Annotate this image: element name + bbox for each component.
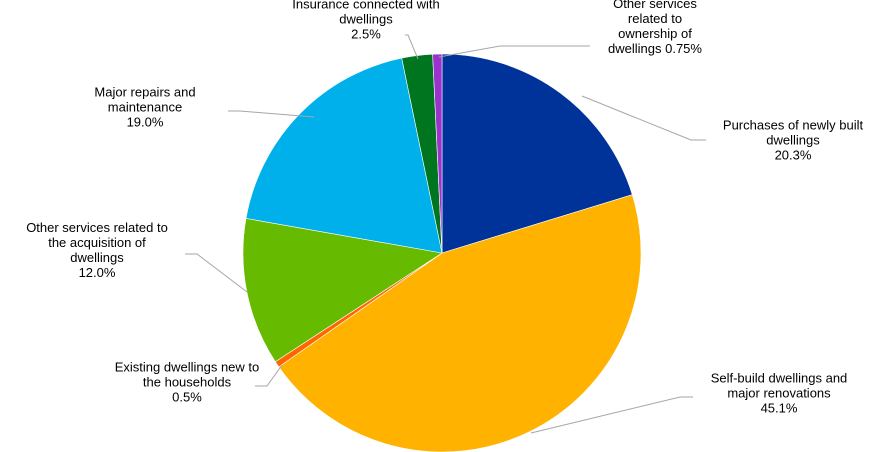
slice-label-line: maintenance xyxy=(108,100,182,115)
pie-slice-4 xyxy=(245,57,443,254)
slice-label-5: Insurance connected with dwellings 2.5% xyxy=(292,0,439,42)
leader-line-1 xyxy=(530,396,693,434)
slice-label-line: the acquisition of xyxy=(48,235,146,250)
slice-label-line: Existing dwellings new to xyxy=(115,360,260,375)
slice-label-line: Other services xyxy=(613,0,697,11)
slice-label-line: major renovations xyxy=(727,386,831,401)
pie-slices xyxy=(242,53,642,452)
slice-label-line: 12.0% xyxy=(79,265,116,280)
slice-label-line: dwellings xyxy=(339,12,393,27)
slice-label-line: dwellings xyxy=(766,133,820,148)
pie-slice-1 xyxy=(278,194,642,452)
leader-line-6 xyxy=(438,45,590,58)
slice-label-0: Purchases of newly built dwellings 20.3% xyxy=(723,118,864,163)
slice-label-line: dwellings xyxy=(70,250,124,265)
slice-label-line: Major repairs and xyxy=(94,85,195,100)
slice-label-line: related to xyxy=(628,11,682,26)
leader-line-2 xyxy=(255,364,283,387)
leader-lines xyxy=(185,34,706,434)
slice-label-3: Other services related to the acquisition… xyxy=(26,220,168,280)
pie-slice-0 xyxy=(441,53,633,254)
leader-line-4 xyxy=(228,110,315,118)
slice-label-line: the households xyxy=(143,375,232,390)
leader-line-0 xyxy=(581,95,706,141)
slice-label-line: 19.0% xyxy=(127,115,164,130)
slice-label-2: Existing dwellings new to the households 0… xyxy=(115,360,260,405)
slice-label-line: Purchases of newly built xyxy=(723,118,864,133)
slice-label-line: dwellings 0.75% xyxy=(608,41,702,56)
slice-label-line: Other services related to xyxy=(26,220,168,235)
slice-label-line: Self-build dwellings and xyxy=(711,371,848,386)
slice-label-line: 0.5% xyxy=(172,390,202,405)
slice-label-4: Major repairs and maintenance 19.0% xyxy=(94,85,195,130)
pie-slice-6 xyxy=(432,53,443,254)
slice-label-line: 45.1% xyxy=(761,401,798,416)
leader-line-3 xyxy=(185,253,248,293)
slice-label-line: 20.3% xyxy=(775,148,812,163)
slice-label-1: Self-build dwellings and major renovation… xyxy=(711,371,848,416)
slice-label-line: ownership of xyxy=(618,26,692,41)
slice-label-6: Other services related to ownership of dwel… xyxy=(608,0,702,56)
slice-labels: Purchases of newly built dwellings 20.3%Se… xyxy=(26,0,863,416)
leader-line-5 xyxy=(405,34,419,60)
pie-slice-3 xyxy=(242,218,443,363)
slice-label-line: 2.5% xyxy=(351,27,381,42)
slice-label-line: Insurance connected with xyxy=(292,0,439,12)
